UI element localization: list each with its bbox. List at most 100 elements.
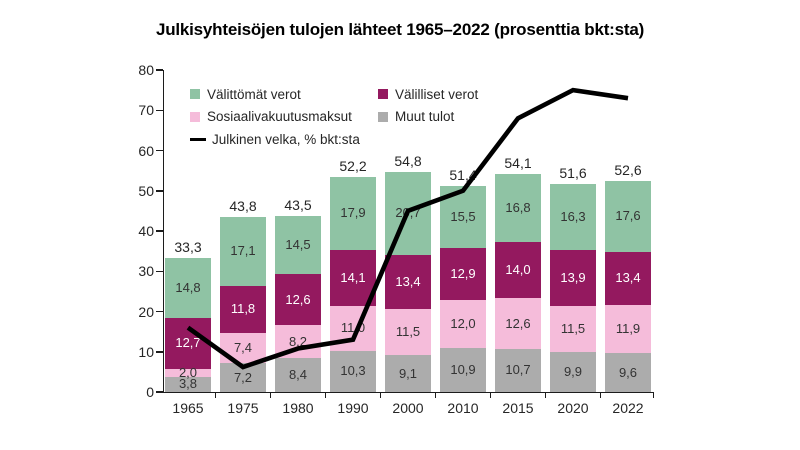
segment-value-label: 9,6 (618, 364, 638, 380)
segment-value-label: 9,9 (563, 364, 583, 380)
x-axis-tick (652, 392, 654, 398)
legend-label: Muut tulot (395, 109, 455, 124)
x-axis-tick (324, 392, 327, 398)
segment-value-label: 15,5 (450, 208, 476, 224)
x-axis-year-label: 2015 (502, 400, 534, 416)
bar-total-label: 43,5 (284, 197, 312, 214)
segment-value-label: 11,5 (395, 324, 421, 340)
bar-segment (440, 299, 486, 349)
y-axis-tick-label: 80 (138, 62, 154, 78)
legend-label: Välittömät verot (207, 86, 301, 102)
bar-total-label: 43,8 (229, 197, 257, 214)
y-axis-tick-label: 10 (138, 343, 154, 360)
bar-segment (385, 255, 431, 310)
bar-segment (550, 305, 596, 353)
y-axis-tick (156, 310, 163, 313)
segment-value-label: 12,9 (450, 265, 476, 281)
x-axis-year-label: 1980 (282, 400, 314, 416)
segment-value-label: 10,9 (450, 362, 476, 378)
bar-segment (385, 355, 431, 392)
bar-segment (550, 249, 596, 306)
bar-segment (605, 180, 651, 252)
segment-value-label: 13,9 (560, 269, 586, 285)
segment-value-label: 16,8 (505, 200, 531, 216)
bar-segment (605, 251, 651, 306)
legend-item: Välittömät verot (190, 85, 301, 103)
plot-area: 0 10 20 30 40 50 60 70 80 3,8 2,0 12,7 14,8 33,3 1965 7… (138, 62, 654, 416)
bar-segment (165, 376, 211, 392)
segment-value-label: 14,5 (285, 237, 311, 253)
segment-value-label: 13,4 (615, 270, 641, 286)
segment-value-label: 12,6 (285, 291, 311, 307)
bar-segment (330, 350, 376, 392)
segment-value-label: 3,8 (178, 376, 198, 392)
bar-segment (165, 257, 211, 318)
y-axis-tick (156, 230, 163, 232)
x-axis-year-label: 2000 (392, 400, 424, 416)
bar-segment (550, 352, 596, 392)
x-axis-tick (379, 392, 382, 398)
y-axis-tick-label: 30 (138, 263, 154, 280)
segment-value-label: 16,3 (560, 209, 586, 225)
y-axis-tick-label: 40 (138, 223, 154, 239)
legend-label: Sosiaalivakuutusmaksut (207, 109, 352, 124)
legend-item: Muut tulot (378, 108, 454, 126)
segment-value-label: 13,4 (395, 274, 421, 290)
segment-value-label: 14,0 (505, 262, 531, 278)
y-axis-tick-label: 0 (146, 384, 154, 400)
y-axis-tick-label: 50 (138, 182, 154, 199)
legend-line-swatch (190, 137, 206, 141)
segment-value-label: 10,7 (505, 362, 531, 378)
x-axis-year-label: 1965 (172, 400, 204, 416)
bar-total-label: 52,2 (339, 158, 367, 175)
y-axis-tick (156, 190, 163, 192)
segment-value-label: 11,5 (560, 321, 586, 336)
bar-segment (330, 249, 376, 307)
x-axis-tick (214, 392, 217, 398)
x-axis-year-label: 2020 (557, 400, 589, 416)
x-axis-tick (269, 392, 272, 398)
legend-color-swatch (378, 111, 388, 122)
segment-value-label: 10,3 (340, 363, 366, 379)
segment-value-label: 11,9 (615, 321, 641, 337)
legend-item: Julkinen velka, % bkt:sta (190, 130, 360, 148)
bar-segment (220, 285, 266, 334)
segment-value-label: 8,2 (288, 333, 308, 349)
x-axis-tick (544, 392, 547, 398)
bar-segment (495, 241, 541, 299)
bar-total-label: 54,8 (394, 152, 422, 169)
segment-value-label: 12,0 (450, 315, 476, 331)
bar-segment (330, 177, 376, 250)
line-overlay (186, 87, 629, 370)
segment-value-label: 9,1 (398, 365, 418, 381)
bar-total-label: 52,6 (614, 161, 642, 178)
legend-item: Välilliset verot (378, 85, 478, 103)
segment-value-label: 12,6 (505, 315, 531, 331)
legend-color-swatch (378, 89, 388, 99)
bar-segment (495, 174, 541, 242)
y-axis-tick (156, 109, 163, 111)
x-axis-tick (599, 392, 602, 398)
public-debt-line (186, 87, 629, 370)
legend-label: Julkinen velka, % bkt:sta (212, 131, 360, 147)
bar-total-label: 33,3 (174, 238, 202, 255)
bar-total-label: 54,1 (504, 155, 532, 172)
x-axis-year-label: 2022 (612, 400, 644, 416)
y-axis-tick (156, 391, 163, 393)
segment-value-label: 17,6 (615, 208, 641, 224)
bar-segment (495, 298, 541, 349)
y-axis-tick-label: 70 (138, 102, 154, 119)
segment-value-label: 2,0 (178, 364, 198, 380)
y-axis-tick-label: 20 (138, 303, 154, 320)
x-axis-tick (434, 392, 437, 398)
y-axis-tick-label: 60 (138, 142, 154, 159)
y-axis-tick (156, 270, 163, 272)
segment-value-label: 12,7 (175, 335, 201, 351)
segment-value-label: 7,2 (233, 369, 253, 385)
y-axis-tick (156, 351, 163, 353)
bar-segment (275, 274, 321, 326)
chart-title: Julkisyhteisöjen tulojen lähteet 1965–20… (155, 20, 645, 39)
bar-segment (165, 368, 211, 377)
x-axis-tick (489, 392, 492, 398)
